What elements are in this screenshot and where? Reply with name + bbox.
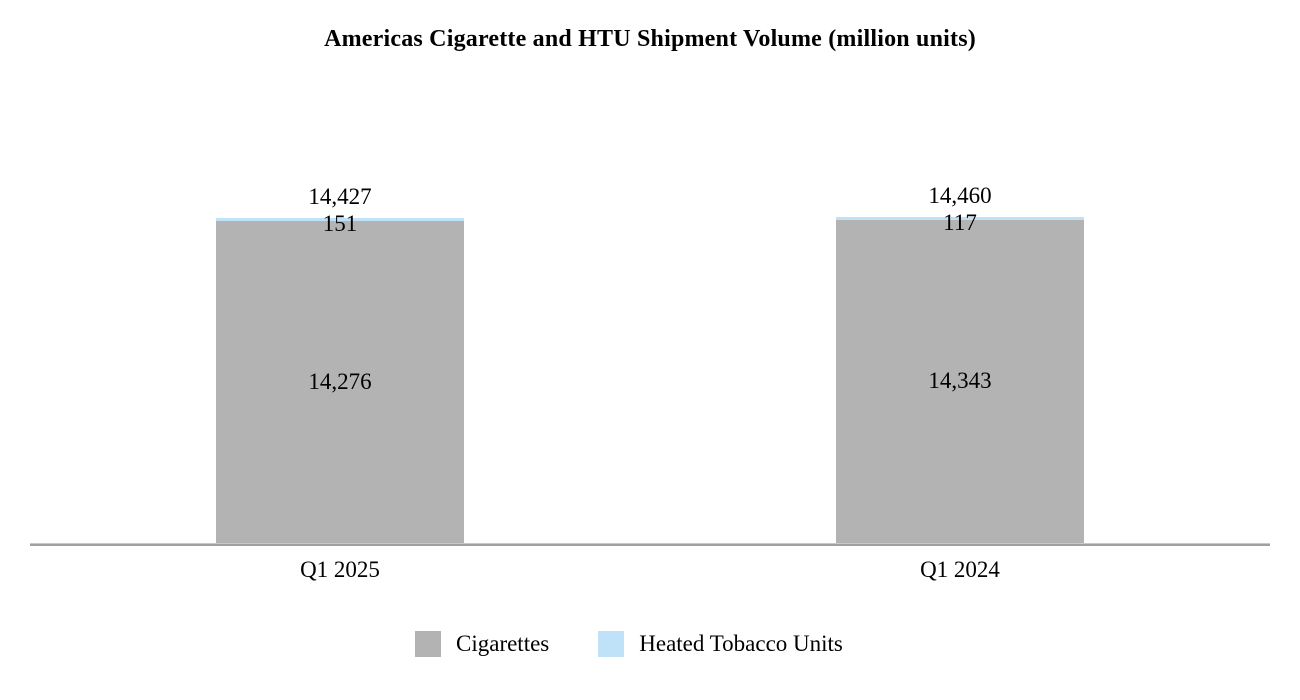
bar-q1-2025: 14,427 151 14,276: [216, 184, 464, 543]
x-axis-label-q1-2025: Q1 2025: [300, 557, 380, 582]
htu-value-label: 117: [943, 210, 977, 236]
chart-title: Americas Cigarette and HTU Shipment Volu…: [324, 26, 976, 52]
legend-item-cigarettes: Cigarettes: [415, 630, 549, 658]
legend: Cigarettes Heated Tobacco Units: [415, 630, 843, 658]
htu-bar-segment: [836, 217, 1084, 220]
x-axis-line: [30, 543, 1270, 546]
htu-value-label: 151: [322, 210, 358, 236]
cigarettes-bar-segment: 14,343: [836, 219, 1084, 543]
bar-q1-2024: 14,460 117 14,343: [836, 183, 1084, 543]
legend-label: Heated Tobacco Units: [639, 631, 843, 656]
total-value-label: 14,427: [308, 183, 372, 209]
legend-item-heated-tobacco-units: Heated Tobacco Units: [598, 630, 843, 658]
cigarettes-bar-segment: 14,276: [216, 221, 464, 543]
total-value-label: 14,460: [928, 183, 992, 209]
htu-bar-segment: [216, 217, 464, 222]
heated-tobacco-units-swatch-icon: [598, 631, 625, 657]
cigarettes-swatch-icon: [415, 631, 441, 657]
legend-label: Cigarettes: [456, 631, 550, 656]
cigarettes-value-label: 14,276: [308, 369, 372, 395]
x-axis-label-q1-2024: Q1 2024: [920, 557, 1000, 582]
cigarettes-value-label: 14,343: [928, 368, 992, 394]
